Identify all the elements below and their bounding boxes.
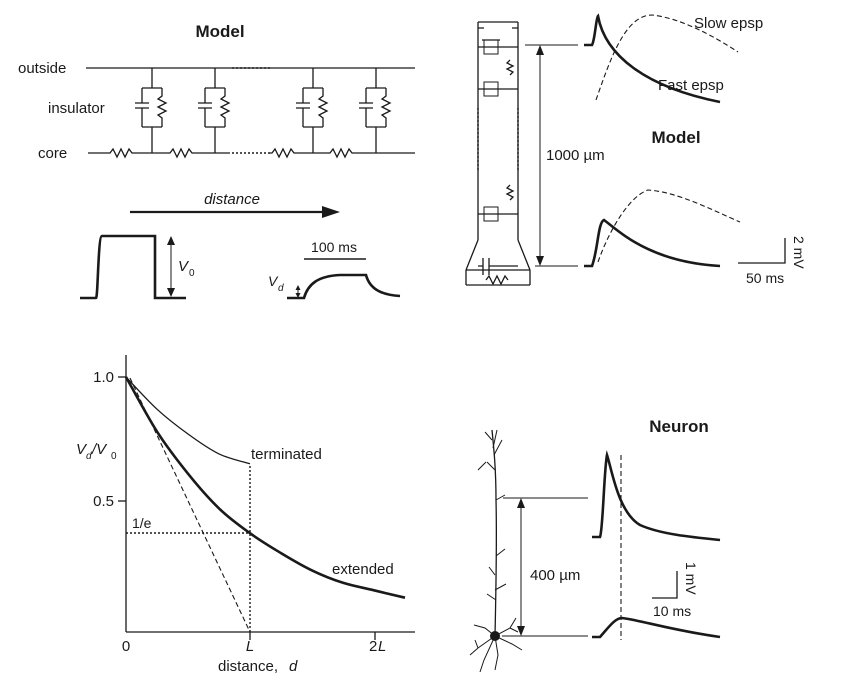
y-tick-1: 1.0 [93,369,114,386]
svg-text:L: L [378,638,386,655]
svg-text:2: 2 [369,638,377,655]
step-input-trace [80,234,186,300]
t-scale-label-b: 50 ms [746,270,784,286]
slow-epsp-soma [597,189,741,263]
y-axis-label: V d /V 0 [76,441,117,462]
distance-label: distance [204,191,260,208]
panel-b: 1000 µm Slow epsp Fast epsp Model 2 mV 5… [465,13,807,286]
outside-label: outside [18,60,66,77]
panel-d-title: Neuron [649,417,709,436]
v0-sub: 0 [189,268,195,279]
membrane-unit [135,68,168,153]
fast-epsp-distal [584,13,721,104]
t-scale-label-d: 10 ms [653,603,691,619]
slow-epsp-distal [595,14,739,101]
core-line [88,147,230,159]
v-scale-label-d: 1 mV [683,562,699,595]
vd-label: V [268,273,279,289]
recorded-epsp-dendrite [592,449,721,542]
extended-label: extended [332,561,394,578]
svg-text:d: d [86,451,92,462]
panel-c-chart: 1.0 0.5 V d /V 0 0 L 2 L distance, d 1/e… [76,355,415,675]
svg-text:distance,: distance, [218,658,278,675]
vd-sub: d [278,283,284,294]
dendrite-model [477,21,519,240]
pyramidal-neuron-drawing [469,429,523,673]
x-tick-L: L [246,638,254,655]
fast-epsp-soma [584,218,721,268]
length-arrow [525,44,578,267]
fast-epsp-label: Fast epsp [658,77,724,94]
recorded-epsp-soma [592,616,721,639]
membrane-unit [359,68,392,153]
extended-curve [124,376,406,599]
attenuated-response-trace [287,273,401,300]
soma-model [465,239,531,286]
length-label-1000: 1000 µm [546,147,605,164]
svg-text:0: 0 [111,451,117,462]
length-arrow-400 [502,497,588,637]
slow-epsp-label: Slow epsp [694,15,763,32]
scale-bar-b [738,238,786,264]
x-tick-0: 0 [122,638,130,655]
svg-text:/V: /V [91,441,108,458]
x-tick-2L: 2 L [369,638,386,655]
model-label: Model [651,128,700,147]
svg-text:V: V [76,441,88,458]
terminated-label: terminated [251,446,322,463]
v0-label: V [178,258,190,275]
insulator-label: insulator [48,100,105,117]
panel-a-title: Model [195,22,244,41]
y-tick-05: 0.5 [93,493,114,510]
v-scale-label-b: 2 mV [791,236,807,269]
time-scale-label: 100 ms [311,239,357,255]
terminated-curve [125,376,251,465]
membrane-unit [198,68,231,153]
core-label: core [38,145,67,162]
panel-a: Model outside insulator core distance [18,22,415,300]
svg-text:d: d [289,658,298,675]
one-over-e-label: 1/e [132,515,152,531]
panel-d: Neuron 400 µm 1 mV 10 ms [469,417,721,673]
initial-slope-line [129,377,251,633]
scale-bar-d [652,571,678,599]
membrane-unit [296,68,329,153]
length-label-400: 400 µm [530,567,580,584]
x-axis-label: distance, d [218,658,298,675]
